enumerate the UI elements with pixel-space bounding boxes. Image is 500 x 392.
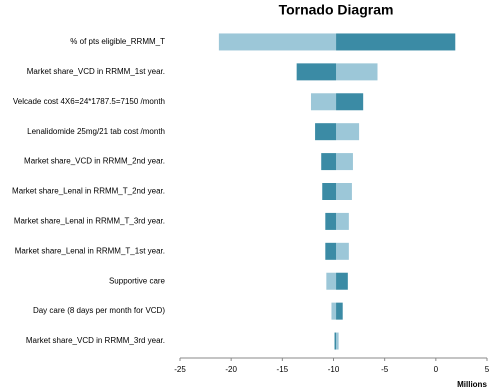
bar <box>336 242 349 260</box>
category-label: Market share_VCD in RRMM_3rd year. <box>26 336 165 345</box>
bar <box>336 332 339 350</box>
bar <box>325 242 337 260</box>
bar <box>296 63 337 81</box>
x-tick-label: -5 <box>381 365 389 374</box>
category-label: Day care (8 days per month for VCD) <box>33 306 165 315</box>
bar <box>336 93 364 111</box>
x-tick-label: 0 <box>434 365 439 374</box>
x-tick-label: -25 <box>174 365 186 374</box>
x-tick-label: -10 <box>328 365 340 374</box>
bar <box>325 212 337 230</box>
category-label: Market share_Lenal in RRMM_T_2nd year. <box>12 187 165 196</box>
x-tick-label: -15 <box>277 365 289 374</box>
bar <box>336 153 353 171</box>
x-tick-label: -20 <box>225 365 237 374</box>
bar <box>218 33 337 51</box>
bar <box>326 272 337 290</box>
category-label: Market share_Lenal in RRMM_T_3rd year. <box>14 217 165 226</box>
bar <box>336 63 378 81</box>
bar <box>336 123 360 141</box>
x-tick-label: 5 <box>485 365 490 374</box>
category-label: Velcade cost 4X6=24*1787.5=7150 /month <box>13 97 165 106</box>
bar <box>336 183 352 200</box>
bar <box>321 153 337 171</box>
category-label: Lenalidomide 25mg/21 tab cost /month <box>27 127 165 136</box>
bar <box>336 33 456 51</box>
category-label: % of pts eligible_RRMM_T <box>70 37 165 46</box>
category-label: Market share_VCD in RRMM_1st year. <box>27 67 165 76</box>
chart-title: Tornado Diagram <box>279 2 394 18</box>
bar <box>336 212 349 230</box>
bar <box>315 123 337 141</box>
bar <box>331 302 337 320</box>
bar <box>334 332 337 350</box>
bar <box>336 302 343 320</box>
category-label: Market share_VCD in RRMM_2nd year. <box>24 157 165 166</box>
bar <box>310 93 337 111</box>
bar <box>322 183 337 200</box>
category-label: Supportive care <box>109 276 166 285</box>
bar <box>336 272 348 290</box>
x-axis-label: Millions <box>457 380 487 389</box>
category-label: Market share_Lenal in RRMM_T_1st year. <box>15 246 165 255</box>
